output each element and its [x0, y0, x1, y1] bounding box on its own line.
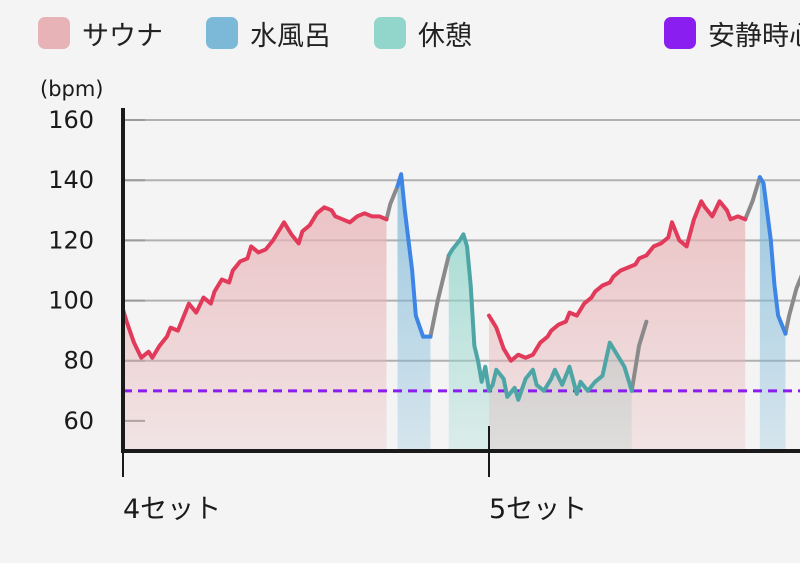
- line-rest-to-next-set-1: [629, 319, 649, 393]
- legend-label-water-bath: 水風呂: [250, 20, 331, 52]
- line-water-set-2: [757, 175, 788, 336]
- legend-swatch-sauna: [38, 17, 70, 49]
- legend-item-water-bath[interactable]: 水風呂: [206, 15, 331, 52]
- x-tick-label-2: 5セット: [489, 494, 587, 525]
- legend-item-resting-hr[interactable]: 安静時心: [664, 15, 800, 52]
- y-tick-label-140: 140: [48, 166, 94, 194]
- legend-item-rest[interactable]: 休憩: [374, 15, 472, 52]
- line-rest-set-1: [446, 232, 634, 402]
- legend-label-sauna: サウナ: [82, 20, 163, 52]
- x-tick-label-1: 4セット: [123, 494, 221, 525]
- y-tick-label-100: 100: [48, 287, 94, 315]
- line-water-to-rest-set-2: [783, 274, 800, 336]
- line-water-to-rest-set-1: [428, 253, 451, 339]
- y-tick-label-80: 80: [63, 347, 94, 375]
- legend-label-rest: 休憩: [418, 20, 472, 52]
- y-unit-label: (bpm): [40, 77, 104, 101]
- area-sauna-set-2: [489, 201, 746, 451]
- area-sauna-set-1: [123, 207, 387, 451]
- legend-item-sauna[interactable]: サウナ: [38, 15, 163, 52]
- line-sauna-to-water-set-2: [743, 175, 762, 222]
- line-water-set-1: [395, 172, 433, 339]
- legend-swatch-water-bath: [206, 17, 238, 49]
- y-tick-label-60: 60: [63, 407, 94, 435]
- line-sauna-set-2: [487, 199, 748, 363]
- y-tick-label-160: 160: [48, 106, 94, 134]
- legend-swatch-resting-hr: [664, 17, 696, 49]
- legend-swatch-rest: [374, 17, 406, 49]
- y-tick-label-120: 120: [48, 226, 94, 254]
- line-sauna-set-1: [121, 205, 389, 360]
- line-sauna-to-water-set-1: [384, 184, 400, 222]
- legend: サウナ 水風呂 休憩 安静時心: [0, 0, 800, 66]
- legend-label-resting-hr: 安静時心: [708, 20, 800, 52]
- area-water-set-2: [759, 177, 786, 452]
